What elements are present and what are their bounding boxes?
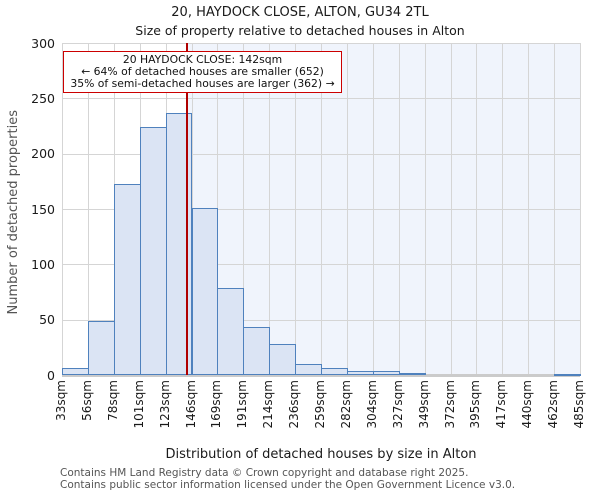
x-tick-label: 395sqm [468, 380, 483, 429]
histogram-bar [165, 112, 193, 375]
y-tick-label: 100 [31, 256, 55, 272]
gridline-vertical [398, 43, 400, 375]
gridline-vertical [502, 43, 504, 375]
histogram-bar [87, 320, 115, 375]
gridline-vertical [62, 43, 63, 375]
gridline-vertical [269, 43, 271, 375]
x-tick-label: 462sqm [546, 380, 561, 429]
x-axis-title: Distribution of detached houses by size … [165, 447, 477, 462]
plot-area [62, 43, 581, 377]
y-tick-label: 50 [39, 312, 55, 328]
gridline-vertical [476, 43, 478, 375]
histogram-bar [62, 368, 89, 375]
gridline-vertical [295, 43, 297, 375]
gridline-vertical [243, 43, 245, 375]
x-tick-label: 282sqm [338, 380, 353, 429]
x-tick-label: 33sqm [54, 380, 68, 421]
gridline-vertical [424, 43, 426, 375]
x-tick-label: 78sqm [105, 380, 120, 421]
gridline-vertical [580, 43, 581, 375]
chart-subtitle: Size of property relative to detached ho… [135, 23, 465, 38]
y-tick-label: 200 [31, 146, 55, 162]
chart-title: 20, HAYDOCK CLOSE, ALTON, GU34 2TL [171, 5, 429, 20]
x-tick-label: 304sqm [364, 380, 379, 429]
y-tick-label: 150 [31, 201, 55, 217]
histogram-bar [217, 287, 245, 375]
histogram-bar [113, 183, 141, 375]
histogram-bar [321, 368, 348, 375]
x-tick-label: 327sqm [390, 380, 405, 429]
gridline-vertical [554, 43, 556, 375]
histogram-bar [243, 327, 271, 375]
histogram-bar [295, 363, 322, 375]
x-tick-label: 440sqm [520, 380, 535, 429]
x-tick-label: 56sqm [79, 380, 94, 421]
x-tick-label: 417sqm [494, 380, 509, 429]
histogram-bar [372, 370, 400, 375]
histogram-bar [398, 372, 426, 375]
subject-property-marker-line [185, 43, 188, 375]
y-tick-label: 300 [31, 35, 55, 51]
annotation-line-1: 20 HAYDOCK CLOSE: 142sqm [122, 53, 283, 66]
histogram-bar [554, 373, 581, 376]
x-tick-label: 485sqm [572, 380, 586, 429]
x-tick-label: 214sqm [261, 380, 276, 429]
footer: Contains HM Land Registry data © Crown c… [60, 467, 516, 491]
histogram-bar [139, 127, 167, 375]
x-tick-label: 146sqm [183, 380, 198, 429]
gridline-vertical [372, 43, 374, 375]
footer-line-1: Contains HM Land Registry data © Crown c… [60, 467, 469, 479]
x-tick-label: 123sqm [157, 380, 172, 429]
footer-line-2: Contains public sector information licen… [60, 478, 516, 491]
x-tick-label: 372sqm [442, 380, 457, 429]
annotation-line-2: ← 64% of detached houses are smaller (65… [81, 64, 324, 78]
y-tick-label: 250 [31, 90, 55, 106]
x-tick-label: 259sqm [313, 380, 327, 429]
gridline-vertical [321, 43, 322, 375]
x-tick-label: 191sqm [235, 380, 250, 429]
gridline-vertical [450, 43, 452, 375]
gridline-vertical [87, 43, 89, 375]
x-tick-label: 169sqm [209, 380, 224, 429]
x-tick-label: 101sqm [131, 380, 146, 429]
x-tick-label: 236sqm [287, 380, 302, 429]
x-axis-line [62, 374, 580, 377]
y-tick-label: 0 [47, 367, 55, 383]
gridline-vertical [346, 43, 348, 375]
annotation-line-3: 35% of semi-detached houses are larger (… [70, 76, 335, 90]
annotation-box: 20 HAYDOCK CLOSE: 142sqm ← 64% of detach… [63, 51, 342, 94]
histogram-bar [346, 370, 374, 375]
histogram-bar [269, 344, 297, 375]
histogram-bar [191, 207, 219, 375]
gridline-vertical [528, 43, 530, 375]
x-tick-label: 349sqm [416, 380, 431, 429]
